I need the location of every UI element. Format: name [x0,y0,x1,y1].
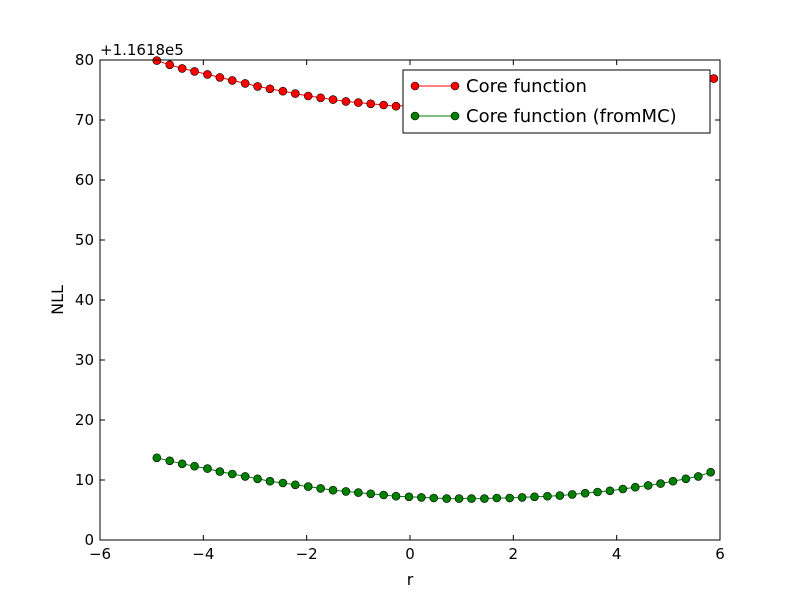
x-tick-label: −6 [89,545,111,563]
data-point [290,480,300,490]
data-point [253,474,262,484]
data-point [177,459,187,469]
data-point [165,456,175,466]
legend: Core function Core function (fromMC) [402,69,711,134]
data-point [253,82,262,91]
y-tick-label: 80 [75,51,94,69]
data-point [328,485,338,495]
data-point [580,488,590,498]
y-offset-label: +1.1618e5 [100,41,184,59]
data-point [467,494,476,503]
data-point [656,479,665,488]
data-point [316,484,325,493]
data-point [379,490,388,500]
x-tick-label: 2 [509,545,519,563]
data-point [630,482,640,492]
data-point [681,474,691,484]
y-tick-label: 60 [75,171,94,189]
data-point [354,488,363,497]
data-point [605,486,615,496]
data-point [505,493,515,503]
data-point [152,56,162,65]
x-tick-label: 0 [405,545,415,563]
data-point [341,487,351,496]
data-point [240,472,250,481]
data-point [480,494,489,503]
y-tick-label: 40 [75,291,94,309]
data-point [709,74,719,83]
data-point [190,461,199,471]
data-point [203,464,212,473]
data-point [215,73,225,82]
data-point [391,491,401,501]
legend-marker-frommc-right [450,111,460,121]
data-point [190,67,199,76]
legend-label-core: Core function [466,76,587,97]
data-point [706,467,716,477]
data-point [290,89,300,98]
data-point [341,97,351,106]
x-tick-label: 6 [715,545,725,563]
data-point [328,95,338,104]
y-tick-label: 70 [75,111,94,129]
data-point [593,487,602,497]
y-tick-label: 0 [84,531,94,549]
data-point [404,492,414,502]
data-point [618,484,628,494]
data-point [492,493,502,503]
data-point [278,86,288,96]
y-tick-label: 10 [75,471,94,489]
data-point [567,490,577,499]
data-point [543,491,552,501]
data-point [165,60,175,70]
data-point [366,489,376,499]
series-layer [152,56,719,503]
data-point [203,70,212,79]
data-point [454,494,464,503]
x-tick-label: 4 [612,545,622,563]
legend-box [402,69,711,134]
data-point [379,100,388,110]
data-point [265,84,275,94]
data-point [442,494,451,503]
data-point [240,79,250,88]
legend-label-frommc: Core function (fromMC) [466,106,677,127]
x-axis-title: r [407,570,414,589]
data-point [303,482,313,491]
data-point [429,493,439,503]
data-point [417,493,426,502]
series-1 [152,453,716,503]
y-tick-label: 20 [75,411,94,429]
legend-marker-core-right [450,81,460,91]
data-point [366,99,376,109]
data-point [354,98,363,107]
y-axis-title: NLL [48,285,67,315]
data-point [316,93,325,103]
x-tick-label: −4 [192,545,214,563]
data-point [215,467,225,476]
plot-area [100,60,720,540]
legend-marker-frommc-left [410,111,420,121]
data-point [227,76,237,85]
data-point [303,91,313,101]
series-0 [152,56,719,111]
data-point [177,64,187,73]
y-tick-label: 50 [75,231,94,249]
data-point [643,481,653,490]
x-tick-label: −2 [296,545,318,563]
data-point [693,472,703,481]
legend-marker-core-left [410,81,420,91]
data-point [530,492,539,502]
data-point [517,493,527,502]
y-tick-label: 30 [75,351,94,369]
data-point [278,478,288,488]
data-point [227,469,237,479]
data-point [391,101,401,111]
data-point [152,453,162,463]
data-point [555,491,565,500]
data-point [265,476,275,486]
data-point [668,476,678,486]
